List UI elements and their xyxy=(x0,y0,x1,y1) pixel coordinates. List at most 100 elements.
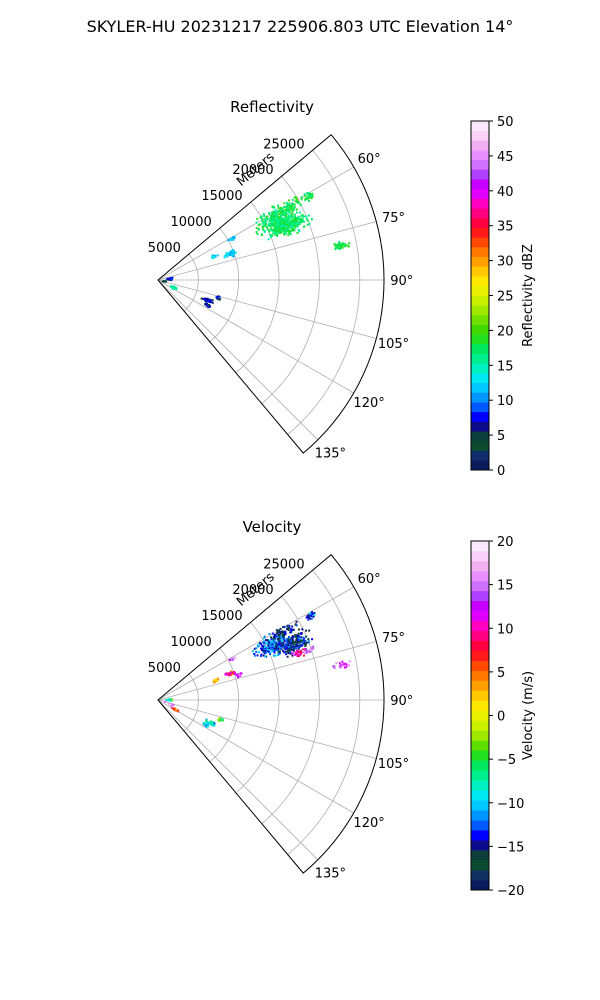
radar-gate xyxy=(298,230,301,233)
radar-gate xyxy=(278,650,281,653)
radar-gate xyxy=(217,678,219,681)
radar-gate xyxy=(230,673,233,676)
radar-gate xyxy=(305,196,308,199)
radar-gate xyxy=(305,629,307,632)
radar-gate xyxy=(269,653,272,656)
colorbar-tick-label: 15 xyxy=(497,579,514,594)
colorbar-band xyxy=(471,700,489,711)
radar-gate xyxy=(298,639,301,642)
radar-gate xyxy=(273,210,276,213)
radar-gate xyxy=(214,679,217,682)
radar-gate xyxy=(207,306,210,308)
radar-gate xyxy=(310,645,313,648)
radar-gate xyxy=(282,228,285,231)
radar-gate xyxy=(266,217,269,220)
colorbar-tick-label: 0 xyxy=(497,710,505,725)
radar-gate xyxy=(334,665,337,667)
radar-gate xyxy=(261,226,264,228)
radar-gate xyxy=(287,639,290,642)
radar-gate xyxy=(260,643,263,646)
radar-gate xyxy=(205,724,208,727)
radar-gate xyxy=(295,645,298,648)
radar-gate xyxy=(279,222,281,225)
radar-gate xyxy=(292,228,295,230)
radar-gate xyxy=(273,635,276,638)
radar-gate xyxy=(171,706,174,709)
radar-gate xyxy=(271,646,274,649)
radar-gate xyxy=(288,208,291,211)
radar-gate xyxy=(256,644,259,647)
radar-gate xyxy=(220,718,223,721)
radar-gate xyxy=(291,215,294,218)
radar-gate xyxy=(295,196,298,199)
radar-gate xyxy=(285,223,288,226)
radar-gate xyxy=(292,208,295,211)
colorbar-band xyxy=(471,850,489,861)
radar-gate xyxy=(339,662,341,664)
radar-gate xyxy=(263,640,266,643)
radar-gate xyxy=(299,653,302,656)
colorbar-tick-label: −10 xyxy=(497,797,524,812)
radar-gate xyxy=(296,211,298,214)
radar-gate xyxy=(211,721,214,724)
colorbar-tick-label: −15 xyxy=(497,840,524,855)
radar-gate xyxy=(297,651,300,654)
radar-gate xyxy=(235,673,238,676)
radar-gate xyxy=(279,643,282,646)
azimuth-tick-label: 90° xyxy=(390,274,413,289)
radar-gate xyxy=(261,217,264,220)
radar-gate xyxy=(299,204,302,207)
radar-gate xyxy=(294,623,297,626)
radar-gate xyxy=(274,633,276,636)
radar-gate xyxy=(257,224,260,227)
radar-gate xyxy=(284,209,287,211)
radar-gate xyxy=(279,212,282,215)
colorbar-band xyxy=(471,314,489,325)
radar-gate xyxy=(275,645,278,648)
radar-gate xyxy=(287,644,290,647)
radar-gate xyxy=(285,218,288,221)
range-tick-label: 15000 xyxy=(201,609,242,624)
panel-title: Velocity xyxy=(243,518,302,536)
azimuth-tick-label: 105° xyxy=(378,337,409,352)
radar-gate xyxy=(278,637,281,640)
radar-gate xyxy=(261,220,264,223)
radar-gate xyxy=(305,641,308,644)
radar-gate xyxy=(262,651,265,654)
radar-gate xyxy=(282,625,285,628)
radar-gate xyxy=(273,225,276,228)
radar-gate xyxy=(299,641,301,644)
colorbar-band xyxy=(471,670,489,681)
radar-gate xyxy=(213,722,216,725)
radar-gate xyxy=(224,254,227,257)
radar-gate xyxy=(337,245,340,248)
radar-gate xyxy=(290,204,293,207)
range-tick-label: 20000 xyxy=(232,163,273,178)
colorbar-band xyxy=(471,840,489,851)
radar-gate xyxy=(308,616,311,619)
radar-gate xyxy=(290,208,293,211)
radar-gate xyxy=(339,244,342,247)
radar-gate xyxy=(260,653,263,656)
radar-gate xyxy=(287,220,290,223)
radar-gate xyxy=(232,656,235,659)
radar-gate xyxy=(296,655,299,657)
radar-gate xyxy=(311,638,314,641)
radar-gate xyxy=(287,222,290,225)
radar-gate xyxy=(261,644,264,647)
radar-gate xyxy=(289,215,292,218)
radar-gate xyxy=(298,628,300,631)
colorbar-band xyxy=(471,750,489,761)
radar-gate xyxy=(278,629,281,632)
radar-gate xyxy=(296,642,299,645)
radar-gate xyxy=(332,665,335,668)
radar-gate xyxy=(295,208,298,211)
radar-gate xyxy=(296,224,299,226)
radar-gate xyxy=(291,214,294,217)
radar-gate xyxy=(205,720,208,723)
radar-gate xyxy=(298,222,301,225)
radar-gate xyxy=(335,662,338,664)
radar-gate xyxy=(265,639,267,642)
